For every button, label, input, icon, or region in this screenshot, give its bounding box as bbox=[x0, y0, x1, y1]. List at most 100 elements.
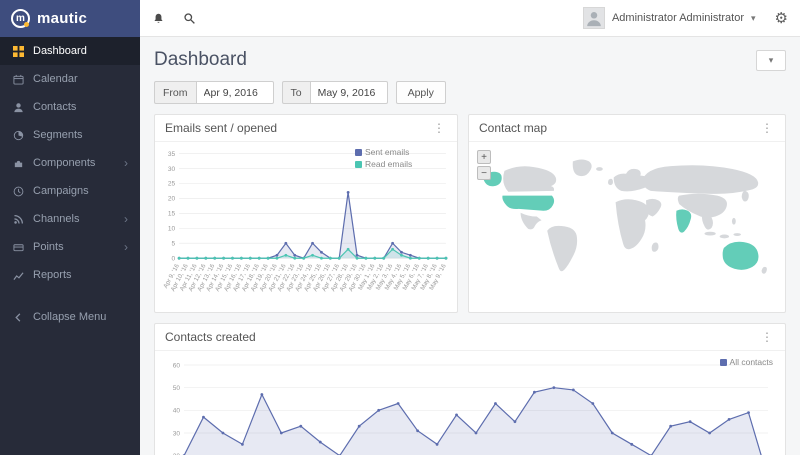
map-region-india bbox=[676, 209, 692, 233]
legend-item: All contacts bbox=[719, 357, 773, 367]
rss-icon bbox=[12, 214, 25, 225]
sidebar-item-reports[interactable]: Reports bbox=[0, 261, 140, 289]
sidebar-item-label: Contacts bbox=[33, 101, 77, 113]
legend-item: Read emails bbox=[355, 159, 412, 169]
panel-menu-icon[interactable]: ⋮ bbox=[761, 330, 773, 344]
chevron-right-icon: › bbox=[124, 156, 128, 170]
map-region-se-asia bbox=[701, 213, 713, 230]
map-region-iceland bbox=[596, 167, 603, 171]
line-chart-icon bbox=[12, 270, 25, 281]
user-menu[interactable]: Administrator Administrator ▾ ⚙ bbox=[582, 7, 788, 29]
panel-menu-icon[interactable]: ⋮ bbox=[761, 121, 773, 135]
from-date-input[interactable] bbox=[195, 81, 274, 104]
sidebar-item-label: Components bbox=[33, 157, 96, 169]
mautic-logo-icon: m bbox=[11, 9, 30, 28]
from-label: From bbox=[154, 81, 196, 104]
page-title: Dashboard bbox=[154, 49, 247, 70]
sidebar-item-components[interactable]: Components › bbox=[0, 149, 140, 177]
contacts-legend: All contacts bbox=[719, 357, 773, 367]
collapse-menu-label: Collapse Menu bbox=[33, 311, 107, 323]
sidebar-item-label: Channels bbox=[33, 213, 80, 225]
svg-text:20: 20 bbox=[168, 196, 176, 203]
sidebar-item-campaigns[interactable]: Campaigns bbox=[0, 177, 140, 205]
sidebar-item-contacts[interactable]: Contacts bbox=[0, 93, 140, 121]
svg-text:35: 35 bbox=[168, 151, 176, 158]
svg-text:20: 20 bbox=[173, 453, 181, 455]
map-region-uk bbox=[608, 178, 613, 186]
map-region-japan bbox=[741, 190, 749, 202]
dashboard-options-dropdown[interactable]: ▾ bbox=[756, 49, 786, 71]
map-region-philippines bbox=[731, 217, 736, 225]
svg-text:5: 5 bbox=[171, 241, 175, 248]
caret-down-icon: ▾ bbox=[751, 12, 756, 23]
map-region-china bbox=[677, 193, 728, 218]
map-region-indonesia bbox=[704, 231, 716, 236]
sidebar-item-calendar[interactable]: Calendar bbox=[0, 65, 140, 93]
emails-panel-title: Emails sent / opened bbox=[165, 121, 278, 135]
map-region-indonesia bbox=[719, 234, 730, 239]
content: Dashboard ▾ From To Apply Emails sent / … bbox=[140, 37, 800, 455]
map-region-usa bbox=[502, 195, 555, 211]
svg-text:40: 40 bbox=[173, 408, 181, 415]
svg-text:30: 30 bbox=[173, 430, 181, 437]
apply-button[interactable]: Apply bbox=[395, 81, 446, 104]
pie-icon bbox=[12, 130, 25, 141]
svg-text:30: 30 bbox=[168, 166, 176, 173]
map-region-mexico bbox=[520, 212, 542, 230]
bell-icon[interactable] bbox=[152, 12, 165, 25]
card-icon bbox=[12, 242, 25, 253]
avatar bbox=[582, 7, 605, 29]
zoom-in-button[interactable]: + bbox=[477, 150, 491, 164]
emails-legend: Sent emails Read emails bbox=[355, 147, 449, 169]
topbar: Administrator Administrator ▾ ⚙ bbox=[140, 0, 800, 37]
contacts-panel-header: Contacts created ⋮ bbox=[155, 324, 785, 351]
sidebar-item-label: Campaigns bbox=[33, 185, 89, 197]
contacts-panel-body: All contacts 102030405060 bbox=[155, 351, 785, 455]
to-date-input[interactable] bbox=[309, 81, 388, 104]
map-zoom-controls: + − bbox=[477, 150, 491, 180]
svg-text:25: 25 bbox=[168, 181, 176, 188]
person-icon bbox=[12, 102, 25, 113]
user-name: Administrator Administrator bbox=[611, 12, 745, 24]
map-region-indonesia bbox=[733, 233, 741, 236]
main-area: Administrator Administrator ▾ ⚙ Dashboar… bbox=[140, 0, 800, 455]
svg-text:10: 10 bbox=[168, 226, 176, 233]
map-region-new-zealand bbox=[761, 266, 767, 274]
emails-panel-body: Sent emails Read emails 0 5 10 15 20 25 30 35 Apr… bbox=[155, 142, 457, 312]
collapse-menu-button[interactable]: Collapse Menu bbox=[0, 303, 140, 331]
puzzle-icon bbox=[12, 158, 25, 169]
legend-item: Sent emails bbox=[355, 147, 409, 157]
svg-text:0: 0 bbox=[171, 256, 175, 263]
panel-menu-icon[interactable]: ⋮ bbox=[433, 121, 445, 135]
emails-panel: Emails sent / opened ⋮ Sent emails Read e… bbox=[154, 114, 458, 313]
contact-map-panel: Contact map ⋮ + − bbox=[468, 114, 786, 313]
sidebar-item-segments[interactable]: Segments bbox=[0, 121, 140, 149]
legend-swatch bbox=[355, 148, 362, 156]
world-map[interactable] bbox=[475, 145, 779, 307]
map-region-russia-asia bbox=[642, 165, 759, 194]
map-region-south-america bbox=[547, 225, 578, 272]
gear-icon[interactable]: ⚙ bbox=[774, 9, 788, 27]
svg-text:50: 50 bbox=[173, 385, 181, 392]
brand[interactable]: m mautic bbox=[0, 0, 140, 37]
zoom-out-button[interactable]: − bbox=[477, 166, 491, 180]
date-filter: From To Apply bbox=[154, 81, 786, 104]
clock-icon bbox=[12, 186, 25, 197]
calendar-icon bbox=[12, 74, 25, 85]
map-region-greenland bbox=[572, 159, 592, 177]
sidebar-item-points[interactable]: Points › bbox=[0, 233, 140, 261]
chevron-right-icon: › bbox=[124, 212, 128, 226]
chevron-left-icon bbox=[12, 312, 25, 323]
contacts-chart: 102030405060 bbox=[173, 362, 768, 455]
contacts-created-panel: Contacts created ⋮ All contacts 10203040… bbox=[154, 323, 786, 455]
map-panel-title: Contact map bbox=[479, 121, 548, 135]
map-panel-body: + − bbox=[469, 142, 785, 312]
sidebar-item-dashboard[interactable]: Dashboard bbox=[0, 37, 140, 65]
legend-swatch bbox=[355, 160, 362, 168]
map-region-africa bbox=[615, 199, 650, 250]
search-icon[interactable] bbox=[183, 12, 196, 25]
map-land-shapes bbox=[483, 159, 767, 274]
sidebar-item-channels[interactable]: Channels › bbox=[0, 205, 140, 233]
svg-text:60: 60 bbox=[173, 362, 181, 369]
